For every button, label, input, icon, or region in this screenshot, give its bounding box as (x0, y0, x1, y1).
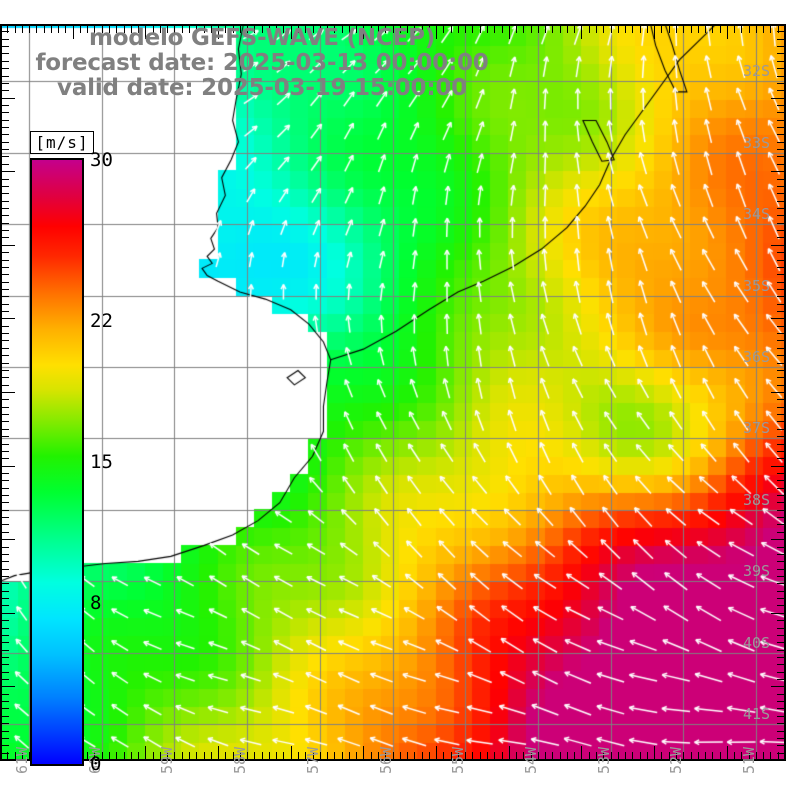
lon-label-52W: 52W (667, 746, 686, 774)
lat-label-37S: 37S (743, 419, 771, 438)
lat-label-36S: 36S (743, 347, 771, 366)
lon-label-53W: 53W (594, 746, 613, 774)
colorbar-tick-22: 22 (90, 310, 113, 333)
axis-right-border (784, 24, 786, 761)
lat-label-32S: 32S (743, 62, 771, 81)
axis-bottom-border (0, 759, 786, 761)
colorbar-unit-label: [m/s] (30, 131, 94, 154)
lon-label-61W: 61W (13, 746, 32, 774)
lat-label-39S: 39S (743, 562, 771, 581)
lat-label-41S: 41S (743, 705, 771, 724)
lon-label-55W: 55W (449, 746, 468, 774)
lon-label-54W: 54W (521, 746, 540, 774)
colorbar-tick-8: 8 (90, 591, 102, 614)
colorbar-tick-0: 0 (90, 753, 102, 775)
lat-label-40S: 40S (743, 633, 771, 652)
lat-label-33S: 33S (743, 133, 771, 152)
lat-label-35S: 35S (743, 276, 771, 295)
colorbar-tick-15: 15 (90, 451, 113, 473)
colorbar-tick-30: 30 (90, 149, 113, 171)
lon-label-59W: 59W (158, 746, 177, 774)
lat-label-38S: 38S (743, 490, 771, 509)
colorbar: [m/s] 30 22 15 8 0 (30, 131, 113, 775)
wind-field-canvas (0, 24, 785, 760)
lon-label-57W: 57W (303, 746, 322, 774)
lon-label-51W: 51W (739, 746, 758, 774)
axis-top-border (0, 24, 786, 26)
axis-left-border (0, 24, 2, 761)
lon-label-56W: 56W (376, 746, 395, 774)
lat-label-34S: 34S (743, 205, 771, 224)
lon-label-58W: 58W (231, 746, 250, 774)
colorbar-gradient (30, 158, 84, 766)
